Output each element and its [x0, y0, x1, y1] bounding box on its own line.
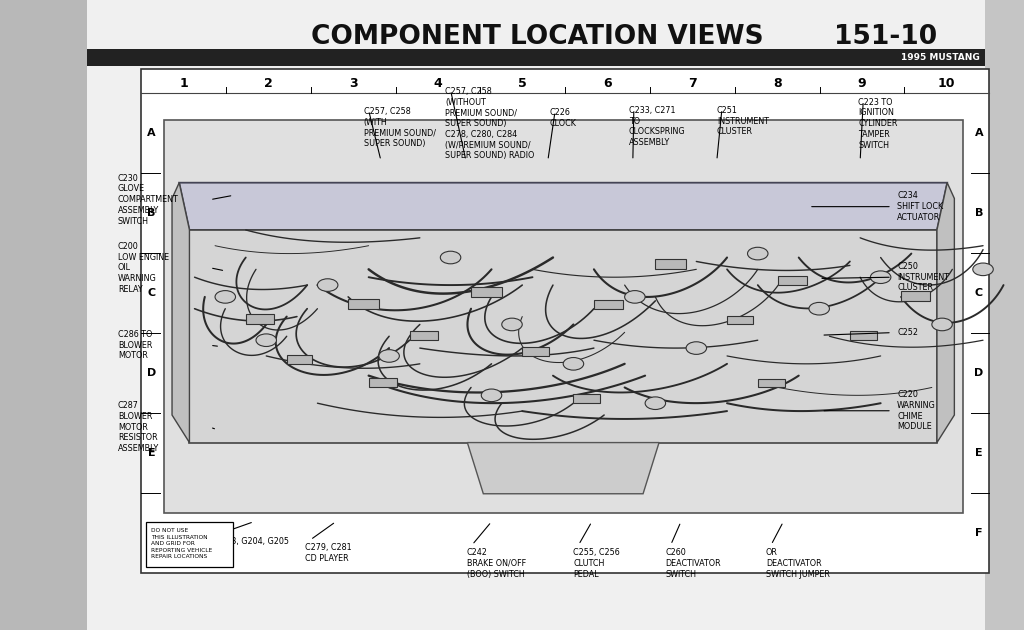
Text: E: E	[147, 449, 156, 458]
Text: C251
INSTRUMENT
CLUSTER: C251 INSTRUMENT CLUSTER	[717, 106, 769, 136]
Bar	[655, 260, 686, 270]
Bar	[141, 69, 989, 573]
Text: C260
DEACTIVATOR
SWITCH: C260 DEACTIVATOR SWITCH	[666, 548, 721, 578]
Text: OR
DEACTIVATOR
SWITCH JUMPER: OR DEACTIVATOR SWITCH JUMPER	[766, 548, 829, 578]
Bar	[471, 287, 502, 297]
Circle shape	[481, 389, 502, 402]
Text: C: C	[975, 289, 983, 298]
Circle shape	[973, 263, 993, 276]
Circle shape	[440, 251, 461, 264]
Text: C233, C271
TO
CLOCKSPRING
ASSEMBLY: C233, C271 TO CLOCKSPRING ASSEMBLY	[629, 106, 685, 147]
Text: 6: 6	[603, 77, 612, 89]
Bar	[0, 0, 87, 630]
Circle shape	[932, 318, 952, 331]
Text: C286 TO
BLOWER
MOTOR: C286 TO BLOWER MOTOR	[118, 330, 153, 360]
Text: C230
GLOVE
COMPARTMENT
ASSEMBLY
SWITCH: C230 GLOVE COMPARTMENT ASSEMBLY SWITCH	[118, 174, 178, 226]
Polygon shape	[467, 442, 659, 494]
Circle shape	[809, 302, 829, 315]
Text: G203, G204, G205: G203, G204, G205	[215, 537, 289, 546]
Circle shape	[563, 357, 584, 370]
Text: C223 TO
IGNITION
CYLINDER
TAMPER
SWITCH: C223 TO IGNITION CYLINDER TAMPER SWITCH	[858, 98, 897, 150]
Polygon shape	[189, 230, 937, 442]
Circle shape	[686, 341, 707, 354]
Text: C250
INSTRUMENT
CLUSTER: C250 INSTRUMENT CLUSTER	[897, 262, 949, 292]
Text: C257, C258
(WITHOUT
PREMIUM SOUND/
SUPER SOUND)
C278, C280, C284
(W/PREMIUM SOUN: C257, C258 (WITHOUT PREMIUM SOUND/ SUPER…	[445, 87, 535, 161]
Bar	[522, 346, 549, 356]
Bar	[758, 379, 785, 387]
Bar	[778, 276, 807, 285]
Text: C242
BRAKE ON/OFF
(BOO) SWITCH: C242 BRAKE ON/OFF (BOO) SWITCH	[467, 548, 526, 578]
Bar	[594, 300, 623, 309]
Bar	[287, 355, 312, 364]
Text: C279, C281
CD PLAYER: C279, C281 CD PLAYER	[305, 543, 352, 563]
Polygon shape	[172, 183, 189, 442]
Text: 4: 4	[434, 77, 442, 89]
Text: 1995 MUSTANG: 1995 MUSTANG	[901, 53, 980, 62]
Text: 1: 1	[179, 77, 188, 89]
Bar	[727, 316, 753, 324]
Bar	[850, 331, 877, 340]
Circle shape	[256, 334, 276, 347]
Text: B: B	[147, 209, 156, 218]
Bar	[369, 378, 397, 387]
Text: D: D	[974, 369, 984, 378]
Text: C257, C258
(WITH
PREMIUM SOUND/
SUPER SOUND): C257, C258 (WITH PREMIUM SOUND/ SUPER SO…	[364, 107, 435, 148]
Text: DO NOT USE
THIS ILLUSTRATION
AND GRID FOR
REPORTING VEHICLE
REPAIR LOCATIONS: DO NOT USE THIS ILLUSTRATION AND GRID FO…	[151, 528, 212, 559]
Text: E: E	[975, 449, 983, 458]
Text: 3: 3	[349, 77, 357, 89]
Circle shape	[317, 278, 338, 291]
Text: 10: 10	[938, 77, 955, 89]
Text: C255, C256
CLUTCH
PEDAL: C255, C256 CLUTCH PEDAL	[573, 548, 621, 578]
Text: C234
SHIFT LOCK
ACTUATOR: C234 SHIFT LOCK ACTUATOR	[897, 192, 943, 222]
Text: D: D	[146, 369, 157, 378]
Bar	[87, 49, 985, 66]
Text: A: A	[147, 129, 156, 138]
Bar	[146, 522, 233, 567]
Text: C220
WARNING
CHIME
MODULE: C220 WARNING CHIME MODULE	[897, 390, 936, 432]
Text: 5: 5	[518, 77, 527, 89]
Text: C226
CLOCK: C226 CLOCK	[550, 108, 577, 128]
Circle shape	[625, 290, 645, 303]
Polygon shape	[937, 183, 954, 442]
Text: 2: 2	[264, 77, 272, 89]
Text: B: B	[975, 209, 983, 218]
Bar	[985, 0, 1024, 630]
Text: F: F	[975, 529, 983, 538]
Text: C252: C252	[897, 328, 919, 337]
Circle shape	[215, 290, 236, 303]
Circle shape	[870, 271, 891, 284]
Polygon shape	[179, 183, 947, 230]
Bar	[87, 0, 985, 630]
Bar	[573, 394, 600, 403]
Circle shape	[645, 397, 666, 410]
Bar	[164, 120, 963, 513]
Text: COMPONENT LOCATION VIEWS: COMPONENT LOCATION VIEWS	[311, 23, 764, 50]
Text: F: F	[147, 529, 156, 538]
Circle shape	[502, 318, 522, 331]
Text: 8: 8	[773, 77, 781, 89]
Bar	[246, 314, 274, 324]
Bar	[901, 292, 930, 301]
Text: 7: 7	[688, 77, 696, 89]
Text: C287
BLOWER
MOTOR
RESISTOR
ASSEMBLY: C287 BLOWER MOTOR RESISTOR ASSEMBLY	[118, 401, 159, 453]
Text: 9: 9	[858, 77, 866, 89]
Bar	[410, 331, 438, 340]
Text: 151-10: 151-10	[835, 23, 937, 50]
Text: A: A	[975, 129, 983, 138]
Bar	[348, 299, 379, 309]
Text: C200
LOW ENGINE
OIL
WARNING
RELAY: C200 LOW ENGINE OIL WARNING RELAY	[118, 242, 169, 294]
Circle shape	[748, 247, 768, 260]
Circle shape	[379, 350, 399, 362]
Text: C: C	[147, 289, 156, 298]
